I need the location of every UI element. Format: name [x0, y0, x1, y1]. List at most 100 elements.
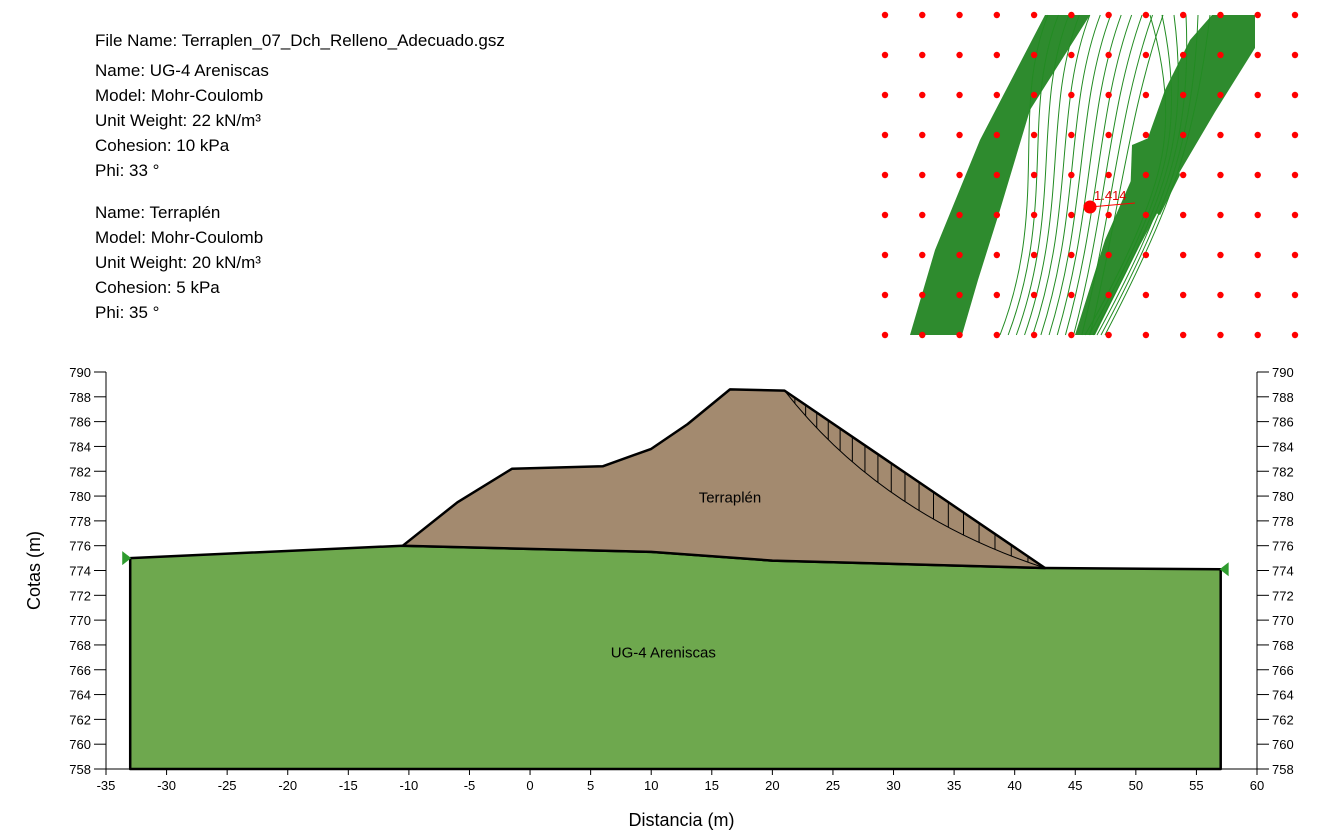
- grid-point: [956, 211, 963, 219]
- y-tick-label-left: 764: [69, 688, 91, 703]
- grid-point: [881, 91, 889, 99]
- grid-point: [956, 51, 963, 59]
- x-tick-label: -25: [218, 778, 237, 793]
- grid-point: [1105, 171, 1112, 179]
- grid-point: [1179, 211, 1187, 219]
- material-1-phi: Phi: 33 °: [95, 161, 160, 180]
- grid-point: [1030, 131, 1038, 139]
- x-tick-label: 5: [587, 778, 594, 793]
- x-axis-title: Distancia (m): [628, 810, 734, 830]
- grid-point: [1179, 51, 1187, 59]
- contour-line: [1089, 14, 1164, 336]
- grid-point: [1217, 51, 1224, 59]
- grid-point: [1291, 171, 1299, 179]
- grid-point: [1068, 91, 1075, 99]
- grid-point: [1068, 251, 1075, 259]
- contour-line: [1032, 14, 1091, 336]
- material-1-name: Name: UG-4 Areniscas: [95, 61, 269, 80]
- y-tick-label-left: 772: [69, 588, 91, 603]
- grid-point: [993, 51, 1001, 59]
- boundary-marker: [122, 551, 132, 566]
- grid-point: [1105, 91, 1112, 99]
- grid-point: [919, 131, 926, 139]
- y-tick-label-left: 760: [69, 737, 91, 752]
- grid-point: [1105, 11, 1112, 19]
- contour-line: [1088, 14, 1173, 336]
- slip-search-grid: 1.414: [881, 11, 1299, 339]
- grid-point: [1142, 131, 1150, 139]
- grid-point: [881, 171, 889, 179]
- x-tick-label: 30: [886, 778, 900, 793]
- y-tick-label-left: 786: [69, 415, 91, 430]
- material-2-unit-weight: Unit Weight: 20 kN/m³: [95, 253, 261, 272]
- x-tick-label: 25: [826, 778, 840, 793]
- grid-point: [1254, 251, 1261, 259]
- x-tick-label: -20: [278, 778, 297, 793]
- x-tick-label: -30: [157, 778, 176, 793]
- y-tick-label-right: 786: [1272, 415, 1294, 430]
- grid-point: [1254, 211, 1261, 219]
- grid-point: [956, 11, 963, 19]
- grid-point: [1217, 251, 1224, 259]
- grid-point: [881, 251, 889, 259]
- y-tick-label-right: 770: [1272, 613, 1294, 628]
- grid-point: [1179, 251, 1187, 259]
- grid-point: [1254, 131, 1261, 139]
- y-tick-label-left: 780: [69, 489, 91, 504]
- grid-point: [1030, 331, 1038, 339]
- grid-point: [919, 51, 926, 59]
- contour-line: [1096, 14, 1188, 336]
- y-tick-label-right: 788: [1272, 390, 1294, 405]
- region-label-2: Terraplén: [699, 489, 762, 506]
- region-2: [401, 388, 1047, 570]
- grid-point: [993, 171, 1001, 179]
- y-tick-label-right: 782: [1272, 464, 1294, 479]
- grid-point: [919, 331, 926, 339]
- x-tick-label: 0: [526, 778, 533, 793]
- contour-line: [1064, 14, 1133, 336]
- grid-point: [1179, 131, 1187, 139]
- grid-point: [1291, 211, 1299, 219]
- grid-point: [1105, 331, 1112, 339]
- grid-point: [1068, 211, 1075, 219]
- contour-line: [1081, 14, 1154, 336]
- grid-point: [956, 251, 963, 259]
- grid-point: [1179, 91, 1187, 99]
- x-tick-label: 55: [1189, 778, 1203, 793]
- grid-point: [1142, 91, 1150, 99]
- grid-point: [1179, 331, 1187, 339]
- y-tick-label-right: 766: [1272, 663, 1294, 678]
- x-tick-label: 10: [644, 778, 658, 793]
- x-tick-label: 35: [947, 778, 961, 793]
- grid-point: [1142, 251, 1150, 259]
- critical-leader: [1089, 202, 1136, 208]
- grid-point: [1142, 171, 1150, 179]
- contour-line: [1073, 14, 1143, 336]
- x-tick-label: 45: [1068, 778, 1082, 793]
- grid-point: [1030, 51, 1038, 59]
- y-tick-label-right: 790: [1272, 365, 1294, 380]
- y-tick-label-left: 782: [69, 464, 91, 479]
- grid-point: [1068, 51, 1075, 59]
- grid-point: [1291, 131, 1299, 139]
- grid-point: [881, 331, 889, 339]
- grid-point: [1254, 51, 1261, 59]
- grid-point: [881, 291, 889, 299]
- grid-point: [919, 251, 926, 259]
- contour-line: [999, 14, 1049, 336]
- grid-point: [1105, 291, 1112, 299]
- y-tick-label-right: 762: [1272, 712, 1294, 727]
- grid-point: [1142, 291, 1150, 299]
- grid-point: [1030, 11, 1038, 19]
- grid-point: [956, 91, 963, 99]
- material-1-unit-weight: Unit Weight: 22 kN/m³: [95, 111, 261, 130]
- y-tick-label-left: 762: [69, 712, 91, 727]
- grid-point: [1105, 251, 1112, 259]
- y-axis-title: Cotas (m): [24, 531, 44, 610]
- grid-point: [1254, 171, 1261, 179]
- y-tick-label-left: 766: [69, 663, 91, 678]
- material-2-name: Name: Terraplén: [95, 203, 221, 222]
- x-tick-label: 40: [1007, 778, 1021, 793]
- grid-point: [993, 251, 1001, 259]
